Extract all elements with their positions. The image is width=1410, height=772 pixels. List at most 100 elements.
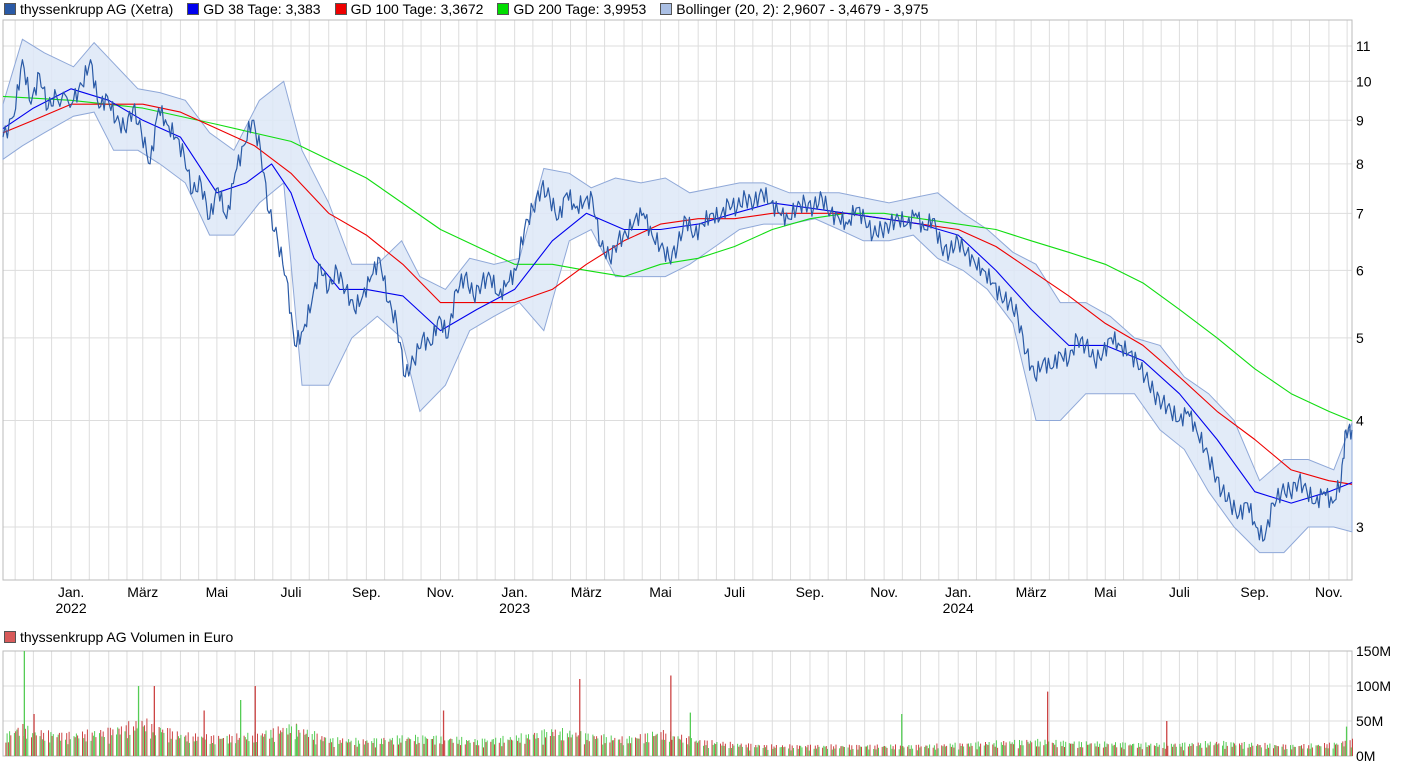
volume-bar <box>1029 740 1031 756</box>
volume-bar <box>202 737 204 756</box>
volume-bar <box>869 744 871 756</box>
volume-bar <box>535 738 537 756</box>
volume-bar <box>263 736 265 756</box>
volume-bar <box>475 745 477 756</box>
volume-bar <box>546 732 548 756</box>
volume-bar <box>65 739 66 756</box>
volume-bar <box>681 734 683 756</box>
volume-bar <box>1260 747 1262 756</box>
volume-bar <box>1276 746 1278 756</box>
volume-bar <box>400 742 402 756</box>
volume-bar <box>477 740 478 756</box>
volume-bar <box>1085 741 1087 756</box>
volume-bar <box>281 732 283 756</box>
volume-bar <box>484 738 486 756</box>
volume-bar <box>1009 741 1011 756</box>
volume-bar <box>1043 745 1045 756</box>
volume-bar <box>571 734 573 756</box>
volume-bar <box>1164 748 1166 756</box>
volume-bar <box>398 744 399 756</box>
volume-bar <box>605 737 607 756</box>
volume-bar-spike <box>901 714 903 756</box>
volume-bar-spike <box>33 714 35 756</box>
volume-bar <box>1294 746 1296 756</box>
volume-bar <box>977 741 979 756</box>
volume-bar-spike <box>1047 691 1049 756</box>
volume-bar <box>393 744 395 756</box>
volume-bar <box>337 737 339 756</box>
volume-bar <box>515 735 517 756</box>
volume-bar <box>1098 746 1099 756</box>
volume-bar <box>722 741 724 756</box>
volume-bar <box>1129 744 1131 756</box>
volume-bar <box>1172 746 1174 756</box>
volume-bar <box>441 744 443 756</box>
volume-bar <box>192 736 194 756</box>
volume-bar <box>1124 742 1126 756</box>
volume-bar <box>731 748 732 756</box>
volume-bar <box>882 746 884 756</box>
volume-bar <box>1079 747 1081 756</box>
volume-bar <box>1240 745 1242 756</box>
volume-bar <box>898 749 900 756</box>
volume-bar <box>124 731 126 756</box>
volume-bar <box>808 750 810 756</box>
volume-bar <box>184 736 186 756</box>
volume-bar <box>600 735 602 756</box>
volume-bar <box>1352 738 1353 756</box>
volume-bar <box>286 728 288 756</box>
volume-bar <box>856 744 858 756</box>
volume-bar <box>937 748 939 756</box>
volume-bar <box>1198 745 1200 756</box>
volume-bar <box>953 747 955 756</box>
volume-bar <box>698 741 700 756</box>
volume-bar <box>1179 743 1181 756</box>
legend-label-bollinger: Bollinger (20, 2): 2,9607 - 3,4679 - 3,9… <box>676 1 929 17</box>
volume-bar <box>807 744 809 756</box>
x-tick-label: Jan. <box>58 584 84 600</box>
volume-bar <box>895 744 896 756</box>
volume-bar <box>1310 743 1312 756</box>
volume-bar <box>1174 743 1176 756</box>
volume-bar <box>814 745 816 756</box>
volume-bar <box>1324 743 1325 756</box>
volume-bar <box>1095 746 1097 756</box>
volume-bar <box>1293 746 1295 756</box>
volume-bar <box>1309 748 1311 756</box>
volume-bar <box>294 739 296 756</box>
volume-bar <box>916 750 918 756</box>
volume-bar <box>221 738 223 756</box>
volume-bar <box>236 733 238 756</box>
volume-bar <box>946 745 948 756</box>
volume-bar <box>316 733 318 756</box>
volume-bar <box>274 741 275 756</box>
volume-bar <box>963 746 965 756</box>
volume-bar <box>129 734 131 756</box>
y-tick-label: 4 <box>1356 413 1364 429</box>
price-plot-frame <box>2 19 1353 581</box>
volume-bar <box>288 724 290 756</box>
volume-bar <box>345 741 347 756</box>
volume-bar <box>84 734 86 756</box>
volume-bar <box>841 745 843 756</box>
volume-bar <box>1020 745 1022 756</box>
volume-bar-spike <box>579 679 581 756</box>
volume-bar <box>994 746 996 756</box>
volume-bar <box>577 735 579 756</box>
legend-item-bollinger: Bollinger (20, 2): 2,9607 - 3,4679 - 3,9… <box>660 1 928 17</box>
volume-bar <box>291 726 292 756</box>
volume-bar <box>1320 746 1322 756</box>
volume-bar <box>824 746 826 756</box>
volume-bar <box>773 746 775 756</box>
volume-bar <box>1045 744 1047 756</box>
volume-bar <box>1145 742 1147 756</box>
volume-bar <box>560 740 562 756</box>
volume-bar <box>857 749 859 756</box>
volume-bar <box>175 739 177 756</box>
volume-bar <box>1004 745 1006 756</box>
volume-bar <box>142 726 144 756</box>
volume-bar <box>617 739 619 756</box>
volume-bar <box>1156 743 1158 756</box>
volume-bar <box>749 750 751 756</box>
volume-bar <box>485 742 487 756</box>
